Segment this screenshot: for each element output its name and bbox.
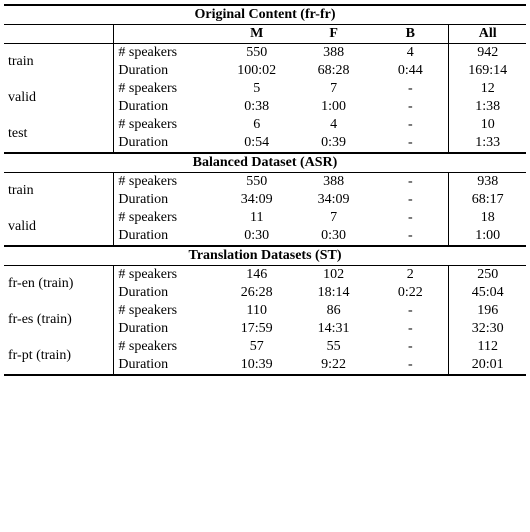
metric-speakers: # speakers bbox=[114, 302, 218, 320]
cell: 34:09 bbox=[218, 191, 295, 209]
cell: 5 bbox=[218, 80, 295, 98]
cell: 942 bbox=[449, 44, 526, 63]
cell: 169:14 bbox=[449, 62, 526, 80]
cell: 7 bbox=[295, 80, 372, 98]
cell: 102 bbox=[295, 266, 372, 285]
cell: 4 bbox=[372, 44, 449, 63]
cell: 14:31 bbox=[295, 320, 372, 338]
metric-speakers: # speakers bbox=[114, 266, 218, 285]
s1-test-label: test bbox=[4, 116, 114, 153]
data-table: Original Content (fr-fr) M F B All train… bbox=[4, 4, 526, 376]
cell: - bbox=[372, 134, 449, 153]
cell: 250 bbox=[449, 266, 526, 285]
cell: 11 bbox=[218, 209, 295, 227]
cell: 68:17 bbox=[449, 191, 526, 209]
cell: 32:30 bbox=[449, 320, 526, 338]
cell: 0:30 bbox=[295, 227, 372, 246]
s1-train-label: train bbox=[4, 44, 114, 81]
col-m: M bbox=[218, 25, 295, 44]
cell: - bbox=[372, 191, 449, 209]
metric-duration: Duration bbox=[114, 191, 218, 209]
cell: 34:09 bbox=[295, 191, 372, 209]
cell: - bbox=[372, 320, 449, 338]
metric-speakers: # speakers bbox=[114, 80, 218, 98]
cell: 146 bbox=[218, 266, 295, 285]
metric-duration: Duration bbox=[114, 320, 218, 338]
metric-duration: Duration bbox=[114, 98, 218, 116]
s3-fren-label: fr-en (train) bbox=[4, 266, 114, 303]
cell: 10 bbox=[449, 116, 526, 134]
cell: - bbox=[372, 116, 449, 134]
cell: - bbox=[372, 209, 449, 227]
col-blank bbox=[4, 25, 114, 44]
cell: 6 bbox=[218, 116, 295, 134]
cell: 196 bbox=[449, 302, 526, 320]
s2-train-label: train bbox=[4, 173, 114, 210]
cell: 1:00 bbox=[449, 227, 526, 246]
cell: 938 bbox=[449, 173, 526, 192]
cell: 20:01 bbox=[449, 356, 526, 375]
metric-speakers: # speakers bbox=[114, 338, 218, 356]
s1-valid-label: valid bbox=[4, 80, 114, 116]
metric-speakers: # speakers bbox=[114, 44, 218, 63]
s2-valid-label: valid bbox=[4, 209, 114, 246]
cell: 0:39 bbox=[295, 134, 372, 153]
cell: - bbox=[372, 356, 449, 375]
cell: 4 bbox=[295, 116, 372, 134]
cell: 45:04 bbox=[449, 284, 526, 302]
cell: 18:14 bbox=[295, 284, 372, 302]
cell: 1:33 bbox=[449, 134, 526, 153]
col-all: All bbox=[449, 25, 526, 44]
col-f: F bbox=[295, 25, 372, 44]
cell: 2 bbox=[372, 266, 449, 285]
metric-duration: Duration bbox=[114, 227, 218, 246]
cell: 0:44 bbox=[372, 62, 449, 80]
cell: 550 bbox=[218, 173, 295, 192]
metric-speakers: # speakers bbox=[114, 116, 218, 134]
cell: 550 bbox=[218, 44, 295, 63]
metric-duration: Duration bbox=[114, 62, 218, 80]
cell: 18 bbox=[449, 209, 526, 227]
cell: 112 bbox=[449, 338, 526, 356]
cell: 12 bbox=[449, 80, 526, 98]
cell: 10:39 bbox=[218, 356, 295, 375]
cell: 388 bbox=[295, 173, 372, 192]
cell: 388 bbox=[295, 44, 372, 63]
cell: 55 bbox=[295, 338, 372, 356]
section-1-title: Original Content (fr-fr) bbox=[4, 5, 526, 25]
s3-frpt-label: fr-pt (train) bbox=[4, 338, 114, 375]
cell: 9:22 bbox=[295, 356, 372, 375]
cell: 0:38 bbox=[218, 98, 295, 116]
section-2-title: Balanced Dataset (ASR) bbox=[4, 153, 526, 173]
cell: 100:02 bbox=[218, 62, 295, 80]
cell: 68:28 bbox=[295, 62, 372, 80]
cell: 26:28 bbox=[218, 284, 295, 302]
col-blank2 bbox=[114, 25, 218, 44]
s3-fres-label: fr-es (train) bbox=[4, 302, 114, 338]
cell: 86 bbox=[295, 302, 372, 320]
metric-speakers: # speakers bbox=[114, 209, 218, 227]
cell: - bbox=[372, 302, 449, 320]
metric-duration: Duration bbox=[114, 356, 218, 375]
cell: 0:22 bbox=[372, 284, 449, 302]
cell: 1:38 bbox=[449, 98, 526, 116]
cell: 0:30 bbox=[218, 227, 295, 246]
cell: 110 bbox=[218, 302, 295, 320]
cell: - bbox=[372, 98, 449, 116]
cell: 1:00 bbox=[295, 98, 372, 116]
section-3-title: Translation Datasets (ST) bbox=[4, 246, 526, 266]
cell: 0:54 bbox=[218, 134, 295, 153]
cell: - bbox=[372, 338, 449, 356]
metric-duration: Duration bbox=[114, 134, 218, 153]
col-b: B bbox=[372, 25, 449, 44]
cell: 57 bbox=[218, 338, 295, 356]
cell: - bbox=[372, 173, 449, 192]
cell: - bbox=[372, 80, 449, 98]
metric-duration: Duration bbox=[114, 284, 218, 302]
metric-speakers: # speakers bbox=[114, 173, 218, 192]
cell: - bbox=[372, 227, 449, 246]
cell: 7 bbox=[295, 209, 372, 227]
cell: 17:59 bbox=[218, 320, 295, 338]
